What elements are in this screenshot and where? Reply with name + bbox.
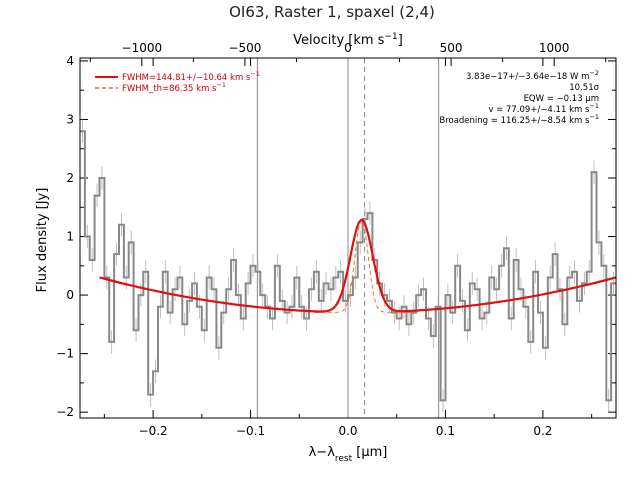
x-tick-label: 0.1 [436,424,455,438]
y-tick-label: 3 [66,112,74,126]
x-axis-ticks: −0.2 −0.1 0.0 0.1 0.2 [103,58,593,438]
x-tick-label: −0.2 [139,424,168,438]
chart-title: OI63, Raster 1, spaxel (2,4) [229,3,435,21]
fit-annotations: 3.83e−17+/−3.64e−18 W m−2 10.51σ EQW = −… [439,69,599,126]
top-axis-title: Velocity [km s−1] [293,32,403,48]
legend-label-fwhm-th: FWHM_th=86.35 km s−1 [122,81,226,94]
instrumental-profile [313,219,411,313]
legend: FWHM=144.81+/−10.64 km s−1 FWHM_th=86.35… [95,70,260,94]
annotation-broadening: Broadening = 116.25+/−8.54 km s−1 [439,113,599,126]
reference-lines [256,58,440,418]
legend-label-fwhm: FWHM=144.81+/−10.64 km s−1 [122,70,260,83]
x-tick-label: 0.2 [533,424,552,438]
y-axis-title: Flux density [Jy] [35,188,50,293]
y-tick-label: −2 [56,405,74,419]
y-tick-label: 0 [66,288,74,302]
top-tick-label: 0 [344,41,352,55]
annotation-velocity: v = 77.09+/−4.11 km s−1 [488,102,599,115]
x-axis-title: λ−λrest [μm] [309,445,388,464]
y-tick-label: 1 [66,230,74,244]
top-tick-label: −500 [228,41,261,55]
y-tick-label: 2 [66,171,74,185]
y-tick-label: 4 [66,54,74,68]
top-axis-ticks: −1000 −500 0 500 1000 [89,41,607,66]
y-tick-label: −1 [56,347,74,361]
x-tick-label: 0.0 [338,424,357,438]
annotation-sigma: 10.51σ [569,83,599,93]
x-tick-label: −0.1 [236,424,265,438]
spectrum-series [80,130,616,402]
plot-frame [79,57,617,419]
top-tick-label: 500 [440,41,463,55]
top-tick-label: 1000 [539,41,570,55]
annotation-eqw: EQW = −0.13 μm [524,94,599,104]
top-tick-label: −1000 [122,41,163,55]
y-axis-ticks: −2 −1 0 1 2 3 4 [56,54,616,419]
fit-curve [99,219,617,313]
annotation-flux: 3.83e−17+/−3.64e−18 W m−2 [466,69,599,82]
